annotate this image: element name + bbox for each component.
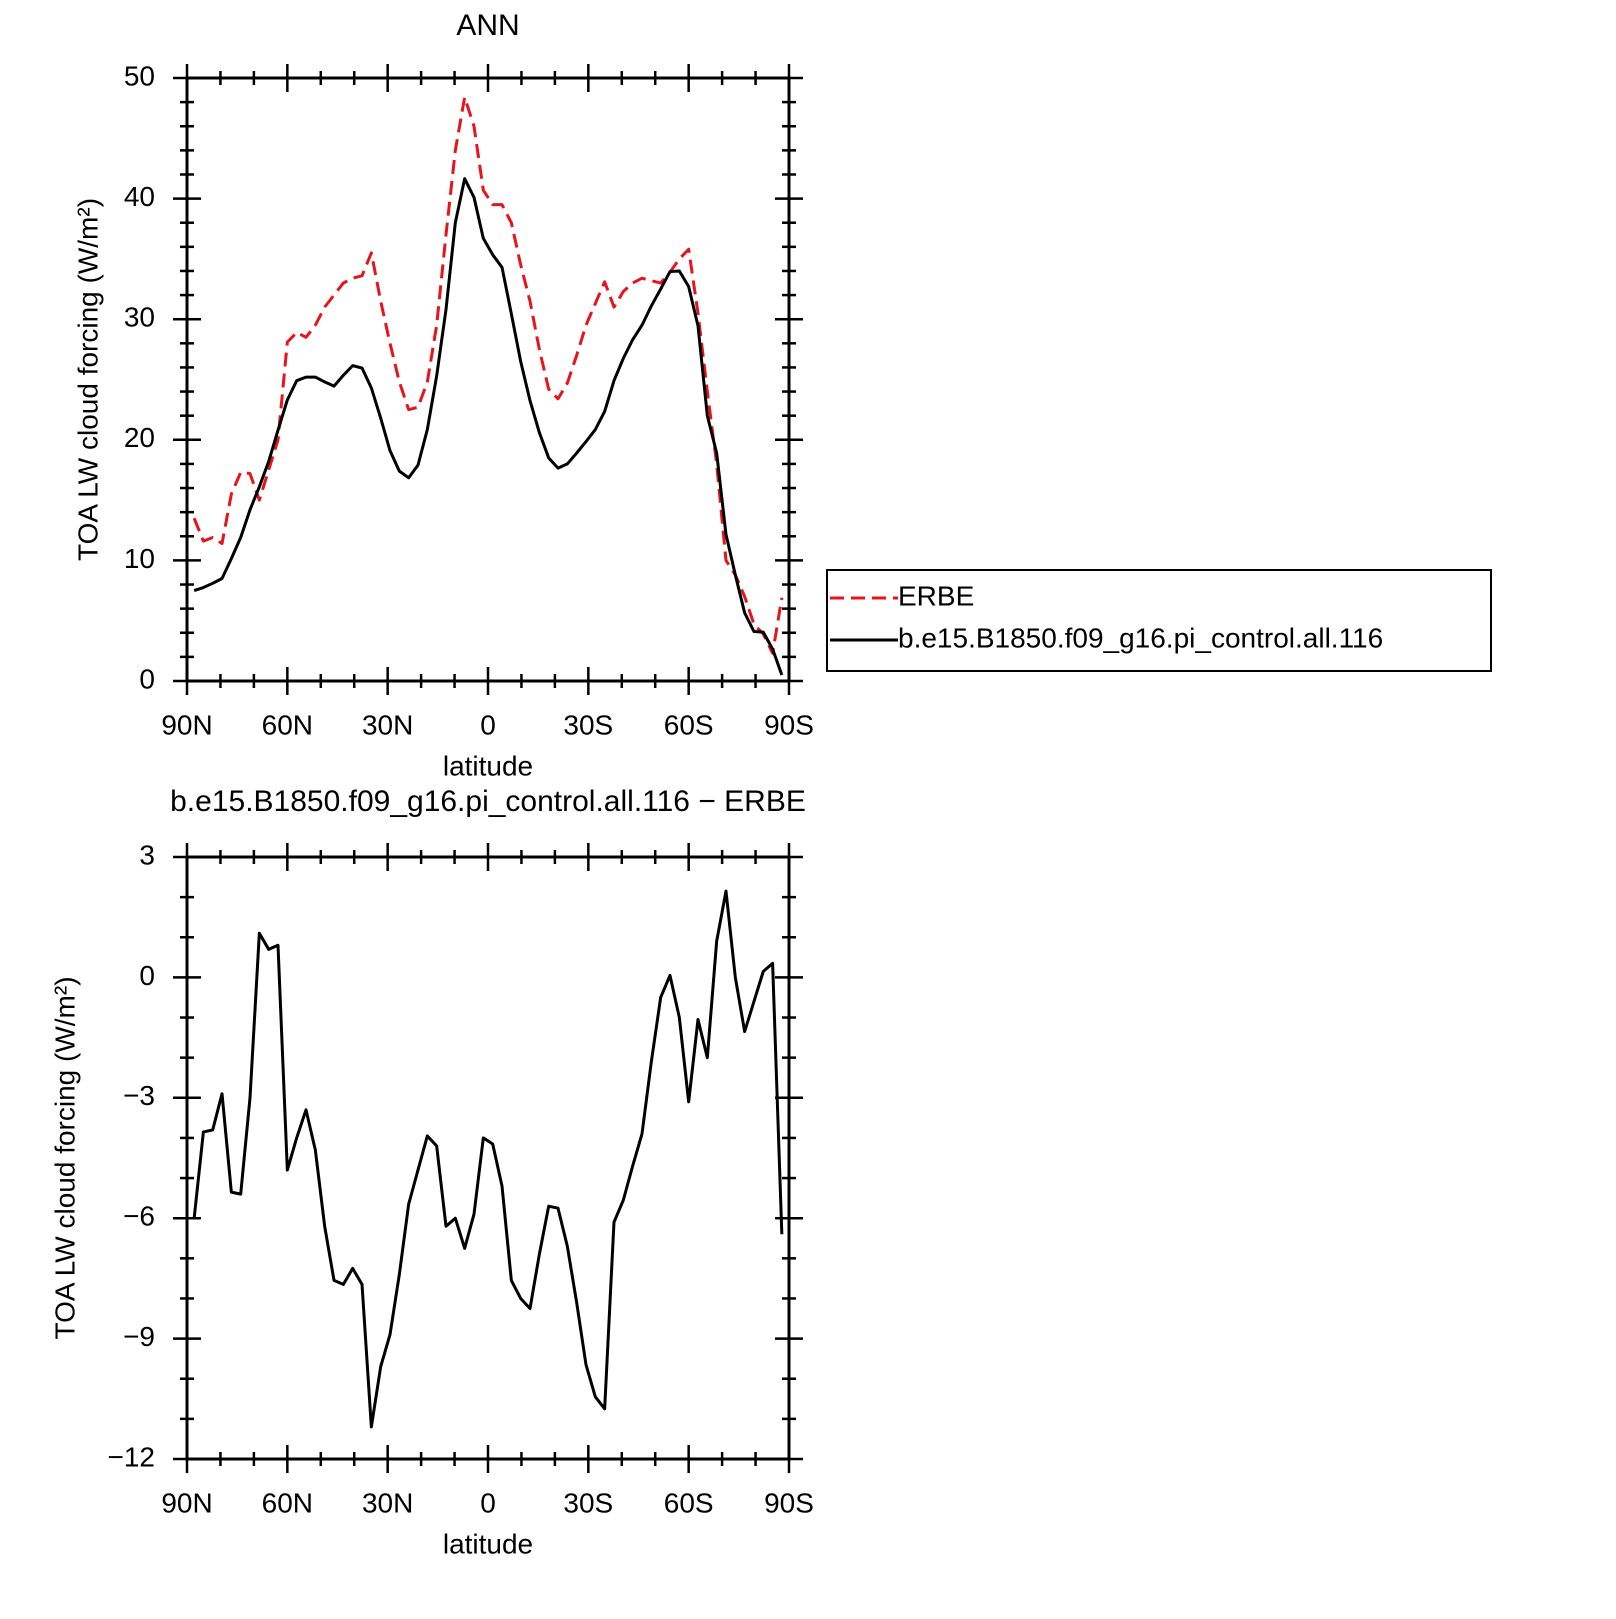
data-line — [192, 889, 784, 1429]
chart-title: b.e15.B1850.f09_g16.pi_control.all.116 −… — [170, 785, 806, 818]
y-axis-label: TOA LW cloud forcing (W/m²) — [49, 976, 80, 1339]
y-tick-label: −9 — [123, 1321, 155, 1352]
data-line — [192, 95, 784, 655]
y-tick-label: −12 — [108, 1441, 156, 1472]
y-tick-label: 3 — [139, 839, 155, 870]
x-tick-label: 60N — [262, 709, 313, 740]
x-tick-label: 60S — [664, 1487, 714, 1518]
y-axis-label: TOA LW cloud forcing (W/m²) — [72, 198, 103, 561]
x-tick-label: 0 — [480, 1487, 496, 1518]
y-tick-label: 20 — [124, 422, 155, 453]
x-tick-label: 30S — [563, 709, 613, 740]
legend-box — [826, 569, 1492, 672]
y-tick-label: 30 — [124, 302, 155, 333]
x-tick-label: 60N — [262, 1487, 313, 1518]
y-tick-label: −6 — [123, 1201, 155, 1232]
plot-frame — [185, 76, 791, 683]
x-tick-label: 30N — [362, 709, 413, 740]
y-tick-label: 10 — [124, 543, 155, 574]
legend-label: ERBE — [898, 580, 974, 611]
x-tick-label: 0 — [480, 709, 496, 740]
x-tick-label: 90S — [764, 1487, 814, 1518]
data-line — [193, 177, 784, 676]
y-tick-label: −3 — [123, 1080, 155, 1111]
chart-title: ANN — [456, 9, 519, 42]
x-tick-label: 30S — [563, 1487, 613, 1518]
x-axis-label: latitude — [443, 750, 533, 781]
y-tick-label: 0 — [139, 960, 155, 991]
x-tick-label: 90N — [161, 709, 212, 740]
y-tick-label: 50 — [124, 60, 155, 91]
x-tick-label: 30N — [362, 1487, 413, 1518]
legend-label: b.e15.B1850.f09_g16.pi_control.all.116 — [898, 622, 1383, 653]
y-tick-label: 40 — [124, 181, 155, 212]
y-tick-label: 0 — [139, 663, 155, 694]
x-tick-label: 90S — [764, 709, 814, 740]
x-tick-label: 60S — [664, 709, 714, 740]
x-axis-label: latitude — [443, 1528, 533, 1559]
x-tick-label: 90N — [161, 1487, 212, 1518]
